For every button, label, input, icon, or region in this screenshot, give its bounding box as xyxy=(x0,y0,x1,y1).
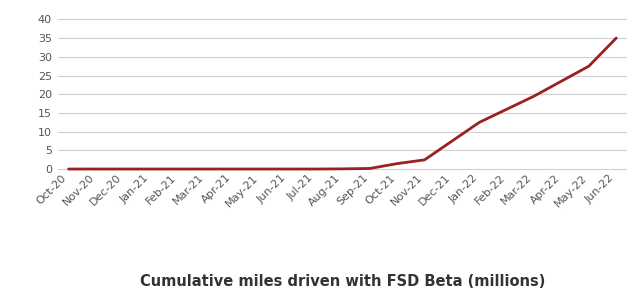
Text: Cumulative miles driven with FSD Beta (millions): Cumulative miles driven with FSD Beta (m… xyxy=(140,274,545,289)
